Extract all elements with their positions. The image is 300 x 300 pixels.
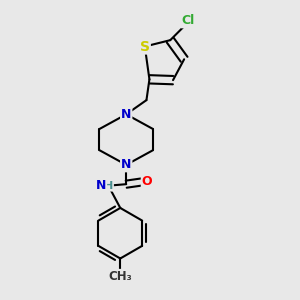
Text: S: S (140, 40, 150, 53)
Text: O: O (142, 175, 152, 188)
Text: N: N (121, 158, 131, 171)
Text: CH₃: CH₃ (108, 270, 132, 283)
Text: N: N (96, 179, 106, 192)
Text: H: H (104, 181, 113, 191)
Text: Cl: Cl (182, 14, 195, 27)
Text: N: N (121, 108, 131, 121)
